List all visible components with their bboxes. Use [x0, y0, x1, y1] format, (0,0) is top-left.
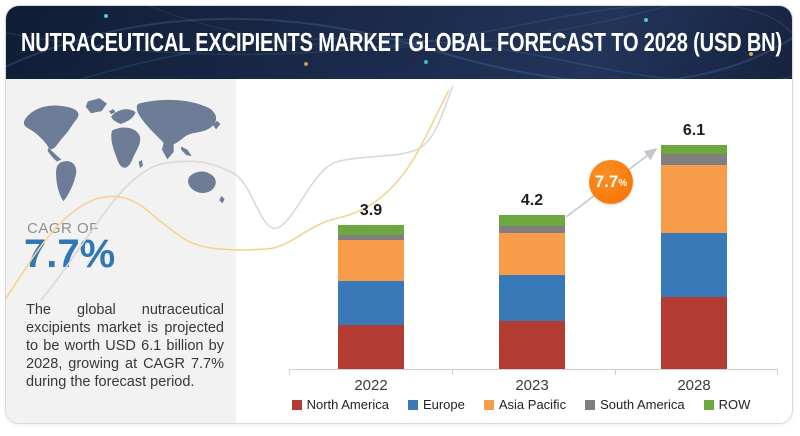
legend-swatch — [291, 399, 302, 410]
bar-total-label: 6.1 — [682, 121, 706, 139]
bar-segment-row — [661, 144, 727, 154]
cagr-badge: 7.7% — [589, 160, 633, 204]
legend-item-north-america: North America — [291, 397, 389, 412]
bar-segment-asia-pacific — [499, 232, 565, 276]
network-background-art — [6, 6, 792, 79]
legend-item-europe: Europe — [407, 397, 465, 412]
bar-segment-europe — [499, 275, 565, 322]
legend-swatch — [703, 399, 714, 410]
axis-tick — [615, 369, 616, 375]
bar-segment-north-america — [499, 321, 565, 369]
x-axis-label: 2028 — [677, 377, 711, 394]
bar-segment-south-america — [661, 153, 727, 165]
bar-segment-south-america — [499, 225, 565, 233]
legend-label: Europe — [422, 397, 465, 412]
legend-label: North America — [306, 397, 389, 412]
bar-total-label: 3.9 — [359, 202, 383, 220]
bar-segment-asia-pacific — [661, 164, 727, 233]
bar-group-2022: 3.9 2022 — [338, 202, 404, 394]
bar-segment-north-america — [338, 324, 404, 369]
header-banner: NUTRACEUTICAL EXCIPIENTS MARKET GLOBAL F… — [6, 6, 792, 79]
cagr-badge-percent: % — [618, 178, 628, 189]
legend-label: South America — [600, 397, 685, 412]
bar-segment-row — [338, 225, 404, 235]
bar-segment-asia-pacific — [338, 240, 404, 281]
x-axis-label: 2023 — [515, 377, 549, 394]
page-title: NUTRACEUTICAL EXCIPIENTS MARKET GLOBAL F… — [21, 27, 782, 57]
x-axis-label: 2022 — [354, 377, 388, 394]
bar-segment-row — [499, 214, 565, 226]
bar-segment-europe — [661, 232, 727, 298]
legend-swatch — [483, 399, 494, 410]
axis-tick — [289, 369, 290, 375]
bar-total-label: 4.2 — [520, 191, 544, 209]
legend-swatch — [585, 399, 596, 410]
legend-label: Asia Pacific — [498, 397, 567, 412]
world-map-graphic — [23, 98, 225, 204]
legend-item-asia-pacific: Asia Pacific — [483, 397, 567, 412]
content-area: CAGR OF 7.7% The global nutraceutical ex… — [6, 79, 792, 423]
market-summary-text: The global nutraceutical excipients mark… — [26, 301, 224, 390]
legend-item-row: ROW — [703, 397, 751, 412]
left-summary-panel: CAGR OF 7.7% The global nutraceutical ex… — [6, 79, 236, 423]
bar-segment-europe — [338, 280, 404, 325]
legend-item-south-america: South America — [585, 397, 685, 412]
cagr-badge-value: 7.7 — [594, 172, 619, 191]
legend-swatch — [407, 399, 418, 410]
bar-group-2028: 6.1 2028 — [661, 122, 727, 394]
x-axis-line — [289, 369, 778, 370]
cagr-value: 7.7% — [24, 232, 116, 276]
axis-tick — [777, 369, 778, 375]
legend-label: ROW — [718, 397, 751, 412]
bar-segment-north-america — [661, 297, 727, 369]
chart-legend: North America Europe Asia Pacific South Ame… — [261, 397, 781, 412]
bar-group-2023: 4.2 2023 — [499, 192, 565, 394]
axis-tick — [452, 369, 453, 375]
infographic-card: NUTRACEUTICAL EXCIPIENTS MARKET GLOBAL F… — [5, 5, 793, 424]
